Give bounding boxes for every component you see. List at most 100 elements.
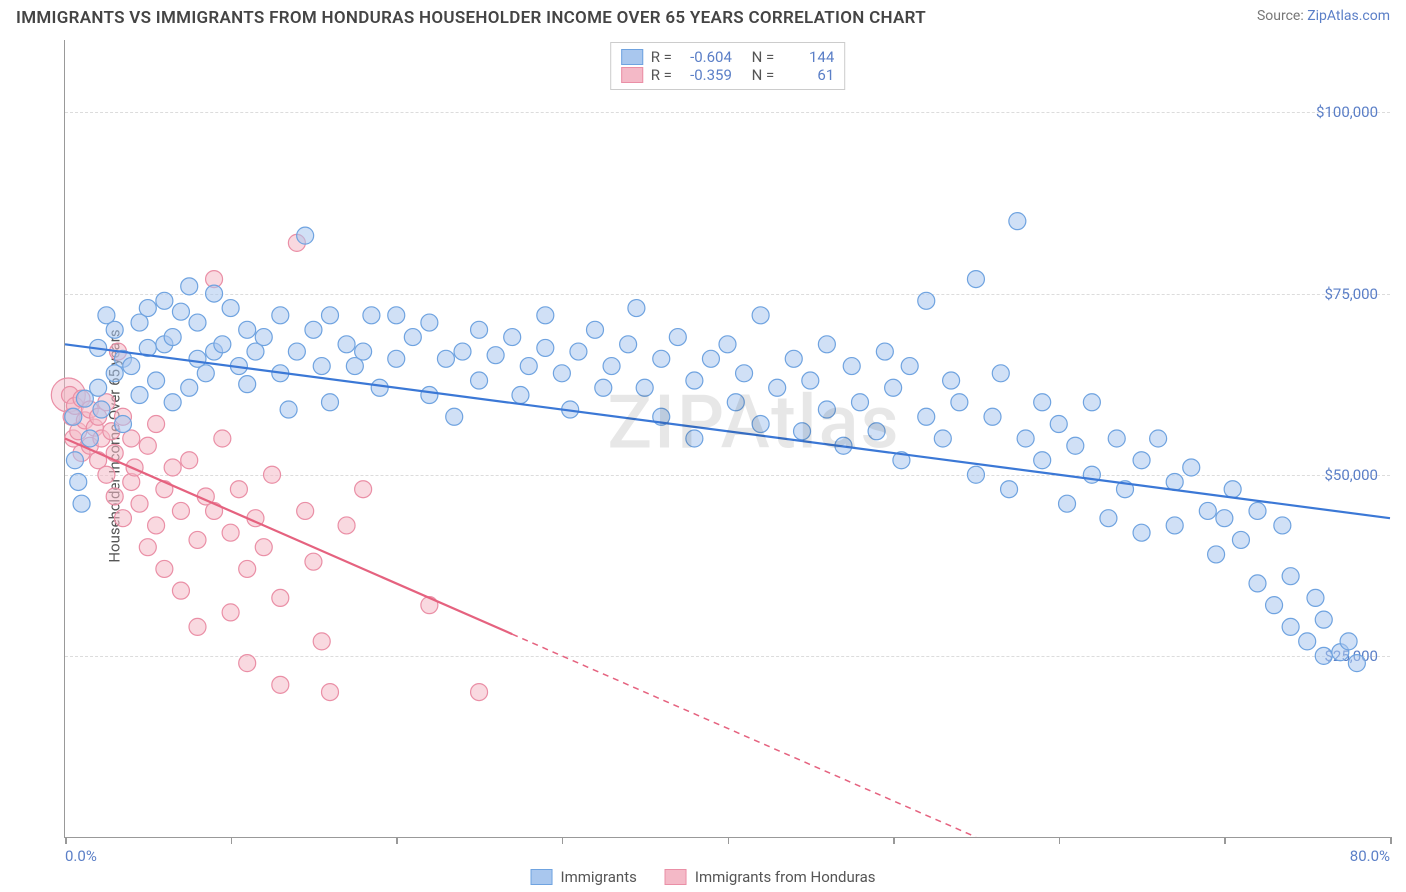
- scatter-point: [272, 676, 289, 693]
- scatter-point: [1100, 510, 1117, 527]
- scatter-point: [164, 394, 181, 411]
- scatter-point: [1034, 452, 1051, 469]
- scatter-point: [355, 481, 372, 498]
- scatter-point: [1249, 575, 1266, 592]
- legend-n-label: N =: [752, 48, 775, 66]
- scatter-point: [288, 343, 305, 360]
- source-prefix: Source:: [1257, 8, 1307, 24]
- scatter-point: [1208, 546, 1225, 563]
- scatter-point: [570, 343, 587, 360]
- scatter-point: [785, 350, 802, 367]
- scatter-point: [1199, 502, 1216, 519]
- scatter-point: [504, 329, 521, 346]
- scatter-point: [852, 394, 869, 411]
- scatter-point: [794, 423, 811, 440]
- series-label: Immigrants: [561, 868, 637, 886]
- chart-area: Householder Income Over 65 years R = -0.…: [50, 40, 1390, 852]
- x-tick: [562, 837, 564, 844]
- scatter-point: [1034, 394, 1051, 411]
- scatter-point: [1183, 459, 1200, 476]
- legend-row-honduras: R = -0.359 N = 61: [621, 66, 835, 84]
- scatter-point: [222, 524, 239, 541]
- scatter-point: [181, 452, 198, 469]
- scatter-point: [628, 300, 645, 317]
- series-swatch-immigrants: [531, 869, 553, 885]
- trend-line-Immigrants: [65, 344, 1390, 518]
- scatter-point: [918, 408, 935, 425]
- scatter-point: [818, 401, 835, 418]
- scatter-point: [131, 495, 148, 512]
- scatter-point: [363, 307, 380, 324]
- scatter-point: [471, 684, 488, 701]
- scatter-point: [951, 394, 968, 411]
- scatter-point: [686, 430, 703, 447]
- x-tick: [1390, 837, 1392, 844]
- scatter-point: [264, 466, 281, 483]
- scatter-point: [1224, 481, 1241, 498]
- scatter-point: [1017, 430, 1034, 447]
- scatter-point: [66, 452, 83, 469]
- scatter-point: [297, 227, 314, 244]
- legend-r-label: R =: [651, 66, 672, 84]
- scatter-point: [70, 473, 87, 490]
- scatter-point: [1282, 618, 1299, 635]
- scatter-point: [131, 387, 148, 404]
- x-tick-label: 80.0%: [1350, 847, 1390, 865]
- scatter-point: [885, 379, 902, 396]
- scatter-point: [313, 358, 330, 375]
- scatter-point: [156, 292, 173, 309]
- x-tick: [1224, 837, 1226, 844]
- scatter-point: [446, 408, 463, 425]
- scatter-point: [239, 655, 256, 672]
- scatter-point: [197, 365, 214, 382]
- scatter-point: [297, 502, 314, 519]
- scatter-point: [114, 416, 131, 433]
- scatter-point: [736, 365, 753, 382]
- legend-swatch-immigrants: [621, 49, 643, 65]
- scatter-point: [322, 307, 339, 324]
- scatter-point: [967, 271, 984, 288]
- scatter-point: [239, 321, 256, 338]
- source-link[interactable]: ZipAtlas.com: [1307, 8, 1390, 24]
- scatter-point: [868, 423, 885, 440]
- scatter-point: [727, 394, 744, 411]
- scatter-point: [876, 343, 893, 360]
- scatter-point: [984, 408, 1001, 425]
- scatter-point: [802, 372, 819, 389]
- trend-line-dash-Immigrants from Honduras: [512, 634, 976, 837]
- scatter-point: [719, 336, 736, 353]
- x-tick-label: 0.0%: [65, 847, 97, 865]
- chart-title: IMMIGRANTS VS IMMIGRANTS FROM HONDURAS H…: [16, 8, 926, 28]
- scatter-point: [164, 329, 181, 346]
- scatter-point: [164, 459, 181, 476]
- scatter-point: [189, 618, 206, 635]
- scatter-point: [313, 633, 330, 650]
- scatter-point: [338, 517, 355, 534]
- scatter-point: [272, 307, 289, 324]
- scatter-point: [943, 372, 960, 389]
- scatter-point: [189, 531, 206, 548]
- scatter-point: [1059, 495, 1076, 512]
- scatter-point: [587, 321, 604, 338]
- scatter-point: [686, 372, 703, 389]
- scatter-point: [454, 343, 471, 360]
- scatter-point: [1315, 611, 1332, 628]
- scatter-point: [230, 481, 247, 498]
- scatter-point: [172, 502, 189, 519]
- scatter-point: [1150, 430, 1167, 447]
- scatter-point: [1232, 531, 1249, 548]
- scatter-point: [537, 339, 554, 356]
- scatter-point: [512, 387, 529, 404]
- scatter-point: [901, 358, 918, 375]
- scatter-point: [280, 401, 297, 418]
- scatter-point: [1216, 510, 1233, 527]
- series-legend: Immigrants Immigrants from Honduras: [531, 868, 876, 886]
- scatter-point: [437, 350, 454, 367]
- scatter-point: [934, 430, 951, 447]
- scatter-svg: [65, 40, 1390, 837]
- scatter-point: [139, 539, 156, 556]
- scatter-point: [338, 336, 355, 353]
- series-label: Immigrants from Honduras: [695, 868, 876, 886]
- scatter-point: [181, 379, 198, 396]
- scatter-point: [139, 300, 156, 317]
